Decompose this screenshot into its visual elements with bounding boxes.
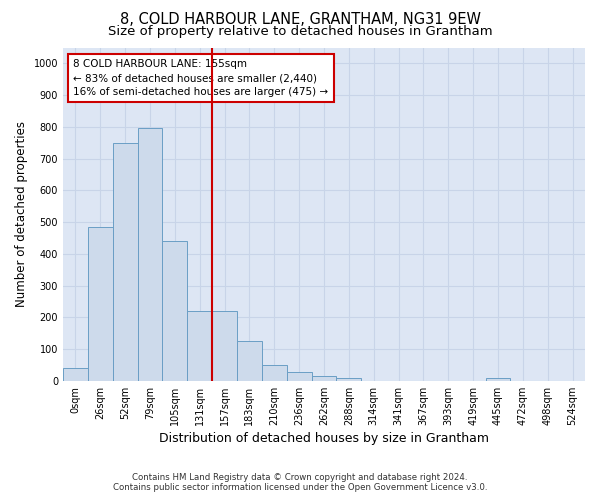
Text: 8, COLD HARBOUR LANE, GRANTHAM, NG31 9EW: 8, COLD HARBOUR LANE, GRANTHAM, NG31 9EW: [119, 12, 481, 28]
Text: Size of property relative to detached houses in Grantham: Size of property relative to detached ho…: [107, 25, 493, 38]
Bar: [337, 378, 361, 381]
Bar: [187, 311, 212, 381]
Bar: [88, 227, 113, 381]
Bar: [311, 376, 337, 381]
Bar: [113, 142, 137, 381]
Bar: [63, 368, 88, 381]
Text: Contains HM Land Registry data © Crown copyright and database right 2024.
Contai: Contains HM Land Registry data © Crown c…: [113, 473, 487, 492]
Text: 8 COLD HARBOUR LANE: 155sqm
← 83% of detached houses are smaller (2,440)
16% of : 8 COLD HARBOUR LANE: 155sqm ← 83% of det…: [73, 59, 328, 97]
Bar: [287, 372, 311, 381]
Bar: [137, 128, 163, 381]
Bar: [212, 311, 237, 381]
Bar: [237, 341, 262, 381]
Bar: [262, 365, 287, 381]
Y-axis label: Number of detached properties: Number of detached properties: [15, 121, 28, 307]
Bar: [163, 241, 187, 381]
Bar: [485, 378, 511, 381]
X-axis label: Distribution of detached houses by size in Grantham: Distribution of detached houses by size …: [159, 432, 489, 445]
